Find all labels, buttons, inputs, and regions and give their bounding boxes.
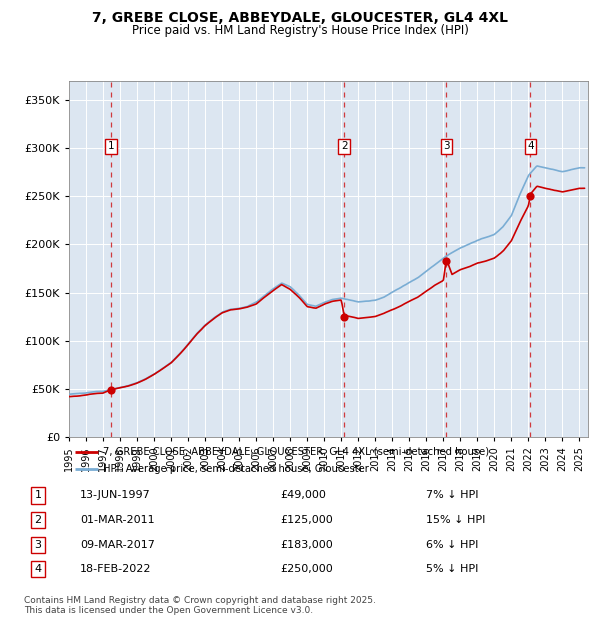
Text: 1: 1 (107, 141, 114, 151)
Text: 2: 2 (34, 515, 41, 525)
Text: 6% ↓ HPI: 6% ↓ HPI (426, 539, 478, 550)
Point (442, 256, 451, 266)
Point (526, 191, 535, 201)
Text: 15% ↓ HPI: 15% ↓ HPI (426, 515, 485, 525)
Text: 7, GREBE CLOSE, ABBEYDALE, GLOUCESTER, GL4 4XL: 7, GREBE CLOSE, ABBEYDALE, GLOUCESTER, G… (92, 11, 508, 25)
Text: £183,000: £183,000 (281, 539, 334, 550)
Text: 09-MAR-2017: 09-MAR-2017 (80, 539, 155, 550)
Text: HPI: Average price, semi-detached house, Gloucester: HPI: Average price, semi-detached house,… (103, 464, 368, 474)
Text: 18-FEB-2022: 18-FEB-2022 (80, 564, 151, 574)
Text: £49,000: £49,000 (281, 490, 326, 500)
Text: Contains HM Land Registry data © Crown copyright and database right 2025.
This d: Contains HM Land Registry data © Crown c… (24, 596, 376, 615)
Point (106, 385, 115, 395)
Text: 5% ↓ HPI: 5% ↓ HPI (426, 564, 478, 574)
Text: 7% ↓ HPI: 7% ↓ HPI (426, 490, 478, 500)
Text: 1: 1 (34, 490, 41, 500)
Text: 01-MAR-2011: 01-MAR-2011 (80, 515, 154, 525)
Text: 3: 3 (34, 539, 41, 550)
Text: Price paid vs. HM Land Registry's House Price Index (HPI): Price paid vs. HM Land Registry's House … (131, 24, 469, 37)
Text: £250,000: £250,000 (281, 564, 334, 574)
Text: 2: 2 (341, 141, 347, 151)
Text: 4: 4 (527, 141, 534, 151)
Point (340, 312, 349, 322)
Text: £125,000: £125,000 (281, 515, 334, 525)
Text: 13-JUN-1997: 13-JUN-1997 (80, 490, 151, 500)
Text: 3: 3 (443, 141, 450, 151)
Text: 7, GREBE CLOSE, ABBEYDALE, GLOUCESTER, GL4 4XL (semi-detached house): 7, GREBE CLOSE, ABBEYDALE, GLOUCESTER, G… (103, 447, 489, 457)
Text: 4: 4 (34, 564, 41, 574)
